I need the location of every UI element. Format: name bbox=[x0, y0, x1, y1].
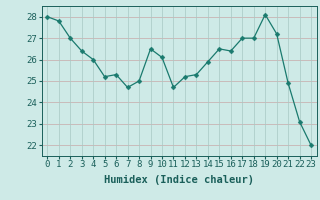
X-axis label: Humidex (Indice chaleur): Humidex (Indice chaleur) bbox=[104, 175, 254, 185]
